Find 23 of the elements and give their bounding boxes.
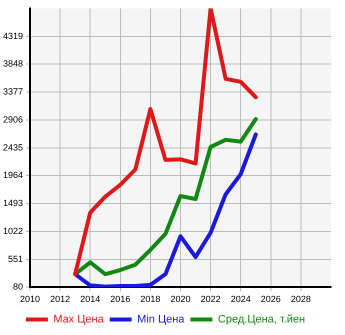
y-tick-label: 1022 (2, 226, 24, 236)
y-tick-label: 4319 (2, 30, 24, 41)
y-tick-label: 551 (8, 254, 24, 264)
y-tick-label: 2906 (2, 114, 24, 124)
x-tick-label: 2016 (110, 294, 130, 304)
x-tick-label: 2022 (200, 294, 221, 304)
y-tick-label: 80 (13, 282, 24, 292)
y-tick-label: 1493 (2, 198, 24, 208)
x-tick-label: 2014 (80, 294, 100, 304)
x-tick-label: 2024 (230, 294, 251, 304)
y-tick-label: 3848 (2, 58, 24, 69)
legend-label: Max Цена (53, 314, 105, 326)
x-tick-label: 2020 (170, 294, 191, 304)
x-tick-label: 2018 (140, 294, 160, 304)
x-tick-label: 2012 (50, 294, 70, 304)
x-tick-label: 2010 (20, 294, 40, 304)
y-tick-label: 1964 (2, 170, 24, 180)
x-tick-label: 2028 (290, 294, 311, 304)
x-tick-label: 2026 (260, 294, 281, 304)
legend-label: Сред.Цена, т.йен (218, 314, 306, 326)
legend-label: Min Цена (137, 314, 186, 326)
y-tick-label: 2435 (2, 142, 24, 152)
y-tick-label: 3377 (2, 86, 24, 97)
